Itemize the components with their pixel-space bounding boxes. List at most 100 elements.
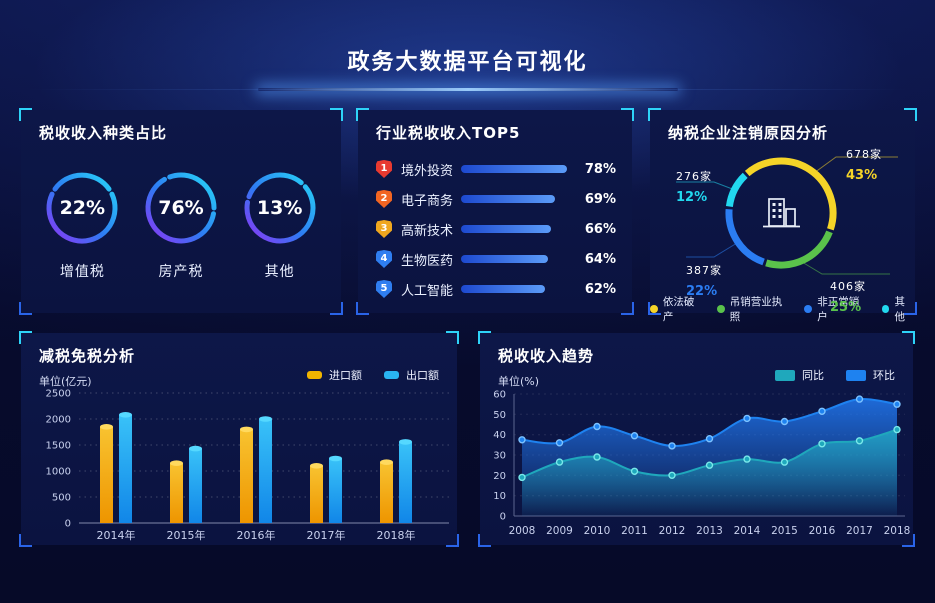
legend-label: 依法破产 (662, 296, 695, 323)
panel-title: 减税免税分析 (39, 347, 136, 365)
callout-percent: 43% (846, 168, 878, 183)
corner-bracket (19, 302, 32, 315)
legend-swatch (307, 371, 322, 379)
donut-svg (676, 156, 898, 275)
svg-text:50: 50 (493, 410, 506, 421)
legend-item-出口额[interactable]: 出口额 (384, 367, 439, 383)
unit-label: 单位(%) (498, 375, 540, 388)
svg-text:2011: 2011 (621, 525, 648, 537)
legend-label: 其他 (894, 296, 905, 323)
industry-label: 人工智能 (401, 283, 454, 299)
corner-bracket (19, 108, 32, 121)
gauge-ring: 22% (42, 168, 122, 248)
industry-bar-track (461, 225, 570, 233)
svg-text:40: 40 (493, 430, 506, 441)
ring-percent: 22% (59, 197, 106, 219)
industry-percent: 78% (584, 161, 616, 177)
building-icon (763, 198, 800, 228)
svg-text:2014年: 2014年 (97, 528, 136, 542)
ring-caption: 增值税 (59, 264, 105, 280)
svg-text:2014: 2014 (734, 525, 761, 537)
grouped-bar-chart: 0 500 1000 1500 2000 2500 2014年 2015年 2016年 2017年… (21, 388, 457, 550)
legend-dot (804, 305, 813, 313)
corner-bracket (621, 108, 634, 121)
legend-label: 同比 (802, 369, 824, 382)
panel-title: 税收收入种类占比 (39, 124, 168, 142)
legend-item-其他[interactable]: 其他 (881, 294, 915, 324)
industry-label: 生物医药 (401, 253, 454, 269)
ring-percent: 76% (158, 197, 204, 219)
legend-item-依法破产[interactable]: 依法破产 (650, 294, 704, 324)
industry-bar-track (461, 255, 570, 263)
legend-item-非正常销户[interactable]: 非正常销户 (804, 294, 868, 324)
svg-text:0: 0 (65, 519, 71, 530)
legend-label: 环比 (873, 369, 895, 382)
ring-caption: 其他 (264, 264, 295, 280)
corner-bracket (330, 302, 343, 315)
top5-row: 1 境外投资 78% (376, 154, 616, 184)
svg-text:2013: 2013 (696, 525, 723, 537)
legend-item-吊销营业执照[interactable]: 吊销营业执照 (716, 294, 792, 324)
callout-percent: 25% (830, 300, 862, 315)
corner-bracket (902, 534, 915, 547)
slice-callout-其他: 276家 12% (676, 168, 712, 205)
industry-bar (461, 195, 556, 203)
corner-bracket (648, 108, 661, 121)
svg-text:0: 0 (500, 512, 506, 523)
svg-text:2008: 2008 (509, 525, 536, 537)
gauge-ring: 13% (240, 168, 320, 248)
svg-text:2018: 2018 (884, 525, 911, 537)
page-header: 政务大数据平台可视化 (0, 0, 935, 100)
legend-dot (716, 305, 725, 313)
gauge-rings: 22% 增值税 76% 房产税 (21, 168, 341, 281)
svg-text:10: 10 (493, 491, 506, 502)
industry-bar (461, 255, 549, 263)
corner-bracket (621, 302, 634, 315)
corner-bracket (19, 534, 32, 547)
panel-title: 税收收入趋势 (498, 347, 595, 365)
callout-count: 406家 (830, 280, 866, 293)
top5-row: 5 人工智能 62% (376, 274, 616, 304)
corner-bracket (330, 108, 343, 121)
callout-count: 678家 (846, 148, 882, 161)
svg-text:2016: 2016 (809, 525, 836, 537)
svg-text:2015年: 2015年 (167, 528, 206, 542)
legend-item-环比[interactable]: 环比 (846, 367, 895, 383)
ring-percent: 13% (256, 197, 303, 219)
panel-title: 行业税收收入TOP5 (376, 124, 521, 142)
panel-tax-reduction: 减税免税分析 单位(亿元) 进口额 出口额 0 500 1000 1500 2000 250… (19, 331, 459, 547)
industry-label: 电子商务 (401, 193, 454, 209)
legend-dot (650, 305, 658, 313)
legend-item-同比[interactable]: 同比 (775, 367, 824, 383)
legend-label: 进口额 (329, 369, 362, 382)
legend-label: 非正常销户 (817, 296, 860, 323)
trend-chart-legend: 同比 环比 (775, 367, 895, 383)
corner-bracket (904, 302, 917, 315)
svg-text:2010: 2010 (584, 525, 611, 537)
panel-deregistration-reasons: 纳税企业注销原因分析 依法破产 吊销营业执照 非正常销户 其他 678家 43% 406家… (648, 108, 917, 323)
top5-list: 1 境外投资 78% 2 电子商务 69% 3 高新技术 66% 4 生物医药 64% 5 人工智能 62% (376, 154, 616, 304)
corner-bracket (478, 534, 491, 547)
corner-bracket (446, 331, 459, 344)
gauge-ring: 76% (141, 168, 221, 248)
corner-bracket (648, 302, 661, 315)
industry-percent: 66% (584, 221, 616, 237)
donut-legend: 依法破产 吊销营业执照 非正常销户 其他 (650, 294, 915, 324)
svg-text:2009: 2009 (546, 525, 573, 537)
ring-caption: 房产税 (158, 264, 204, 280)
svg-text:2018年: 2018年 (377, 528, 416, 542)
callout-count: 387家 (686, 264, 722, 277)
corner-bracket (904, 108, 917, 121)
ring-增值税: 22% 增值税 (36, 168, 128, 281)
rank-shield-badge: 1 (376, 160, 392, 178)
legend-dot (881, 305, 890, 313)
industry-bar (461, 285, 546, 293)
corner-bracket (446, 534, 459, 547)
legend-item-进口额[interactable]: 进口额 (307, 367, 362, 383)
industry-bar-track (461, 285, 570, 293)
callout-percent: 12% (676, 190, 708, 205)
top5-row: 2 电子商务 69% (376, 184, 616, 214)
ring-其他: 13% 其他 (234, 168, 326, 281)
svg-text:2012: 2012 (659, 525, 686, 537)
svg-text:2017年: 2017年 (307, 528, 346, 542)
